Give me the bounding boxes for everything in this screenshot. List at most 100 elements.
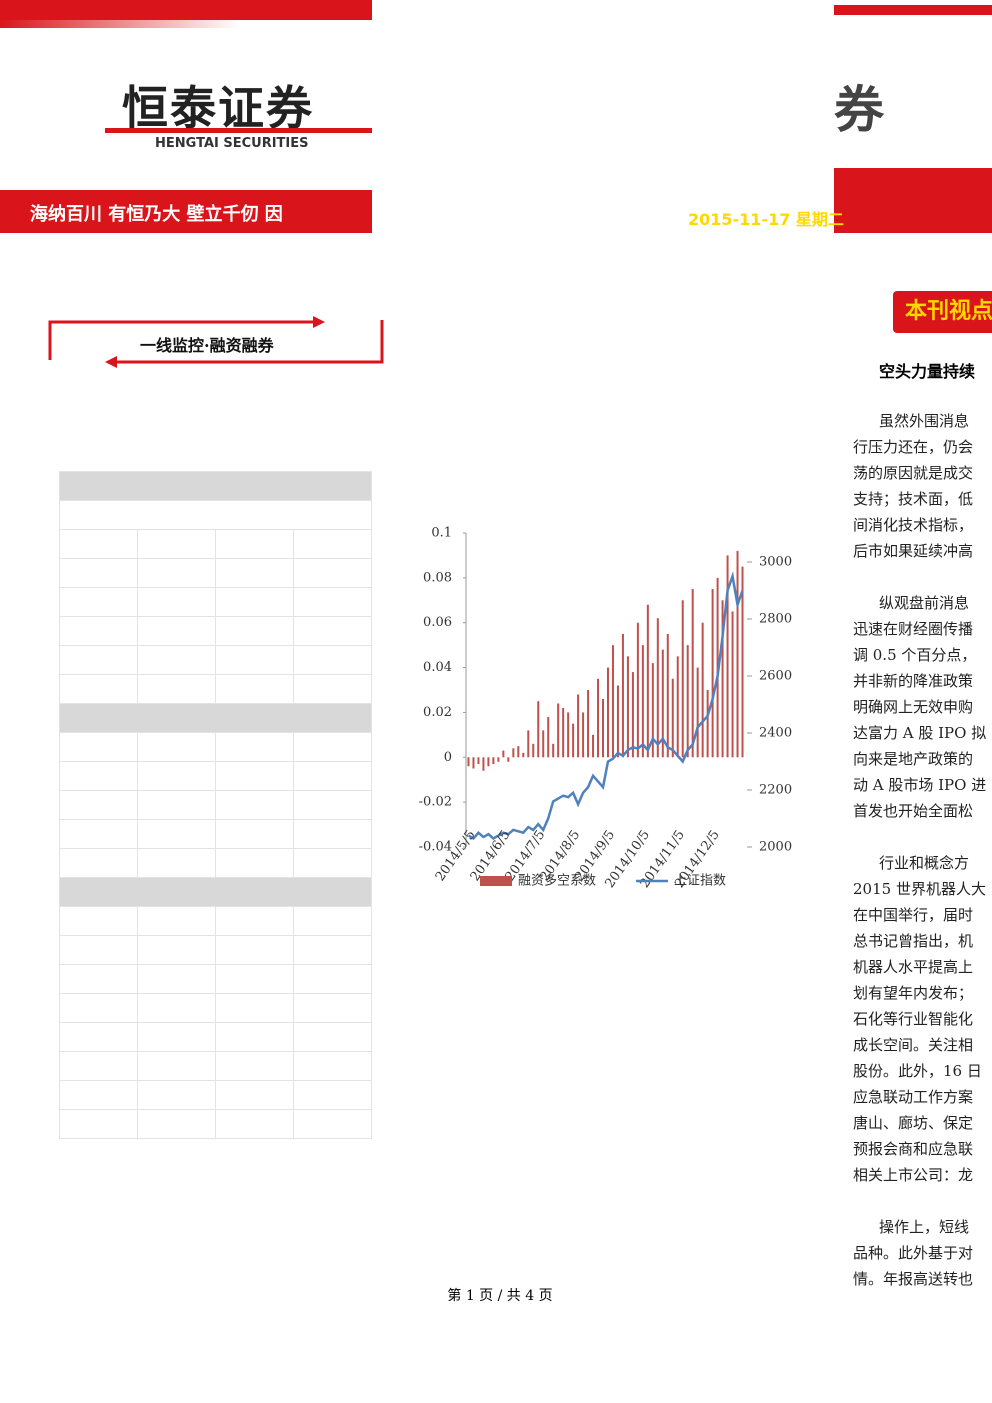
text-line: 虽然外围消息 [879,412,970,430]
bar [646,604,649,758]
slogan-band [0,190,372,233]
section-frame [48,316,384,368]
text-line: 纵观盘前消息 [879,594,970,612]
bar [726,555,729,758]
legend-label: 上证指数 [674,874,726,889]
bar [671,678,674,758]
paragraph: 操作上，短线 品种。此外基于对 情。年报高送转也 [853,1214,992,1292]
bar [686,645,689,758]
bar [497,757,500,762]
bar [557,703,560,758]
text-line: 间消化技术指标， [853,516,974,534]
text-line: 划有望年内发布； [853,984,974,1002]
bar [676,656,679,758]
article: 虽然外围消息 行压力还在，仍会 荡的原因就是成交 支持；技术面，低 间消化技术指标， 后市… [853,408,992,1318]
top-band [0,0,372,20]
bar [641,645,644,758]
y-tick-label: 0.02 [423,705,452,720]
text-line: 股份。此外，16 日 [853,1062,982,1080]
text-line: 行压力还在，仍会 [853,438,974,456]
text-line: 在中国举行，届时 [853,906,974,924]
text-line: 并非新的降准政策 [853,672,974,690]
bar [492,757,495,765]
bar [567,712,570,758]
y2-tick-label: 2800 [759,612,792,627]
text-line: 达富力 A 股 IPO 拟 [853,724,987,742]
text-line: 总书记曾指出，机 [853,932,974,950]
bar [547,716,550,758]
bar [522,752,525,758]
bar [587,690,590,758]
text-line: 唐山、廊坊、保定 [853,1114,974,1132]
bar [472,757,475,769]
bar [482,757,485,771]
text-line: 支持；技术面，低 [853,490,974,508]
top-fade [0,20,240,28]
bar [606,667,609,758]
paragraph: 纵观盘前消息 迅速在财经圈传播调 0.5 个百分点， 并非新的降准政策 明确网上无效申… [853,590,992,824]
bar [661,649,664,758]
text-line: 调 0.5 个百分点， [853,646,977,664]
bar [582,712,585,758]
y-tick-label: -0.02 [419,795,452,810]
bar [701,622,704,758]
text-line: 向来是地产政策的 [853,750,974,768]
text-line: 首发也开始全面松 [853,802,974,820]
footer: 第 1 页 / 共 4 页 [447,1288,553,1304]
right-logo: 融券 [834,81,884,139]
date: 2015-11-17 星期二 [688,210,844,229]
bar [572,723,575,758]
bar [721,600,724,758]
text-line: 后市如果延续冲高 [853,542,974,560]
bar [512,748,515,758]
text-line: 操作上，短线 [879,1218,970,1236]
logo-rule [105,128,372,133]
text-line: 应急联动工作方案 [853,1088,974,1106]
bar [487,757,490,767]
text-line: 相关上市公司：龙 [853,1166,974,1184]
bar [577,694,580,758]
logo: 恒泰证券 [122,81,314,135]
paragraph: 虽然外围消息 行压力还在，仍会 荡的原因就是成交 支持；技术面，低 间消化技术指标， 后市… [853,408,992,564]
bar [532,743,535,758]
y2-tick-label: 2600 [759,669,792,684]
bar [542,730,545,758]
chart: -0.04 -0.02 0 0.02 0.04 0.06 0.08 0.1 2000 2200 24… [419,526,792,891]
text-line: 动 A 股市场 IPO 进 [853,776,987,794]
headline: 空头力量持续 [879,362,976,381]
bar [562,707,565,758]
bar [616,685,619,758]
bar [552,743,555,758]
bar [626,656,629,758]
bar [502,750,505,758]
bar [477,757,480,765]
bar [602,698,605,758]
bar [621,633,624,758]
section-title: 一线监控·融资融券 [140,336,274,355]
y-tick-label: 0.1 [431,526,452,541]
bar [711,589,714,758]
badge: 本刊视点 [893,291,992,333]
bar [651,663,654,758]
table [59,471,372,1139]
y-tick-label: 0 [444,750,452,765]
bar [597,678,600,758]
bar [741,566,744,758]
bar [666,633,669,758]
line [467,571,744,841]
bar [537,701,540,758]
bar [527,730,530,758]
text-line: 行业和概念方 [879,854,970,872]
y2-tick-label: 2200 [759,783,792,798]
bar [631,672,634,758]
bar [507,757,510,762]
y-tick-label: -0.04 [419,840,452,855]
text-line: 明确网上无效申购 [853,698,974,716]
bar [691,589,694,758]
y2-tick-label: 2000 [759,840,792,855]
text-line: 机器人水平提高上 [853,958,974,976]
y2-tick-label: 3000 [759,555,792,570]
text-line: 预报会商和应急联 [853,1140,974,1158]
y2-tick-label: 2400 [759,726,792,741]
bar [681,600,684,758]
